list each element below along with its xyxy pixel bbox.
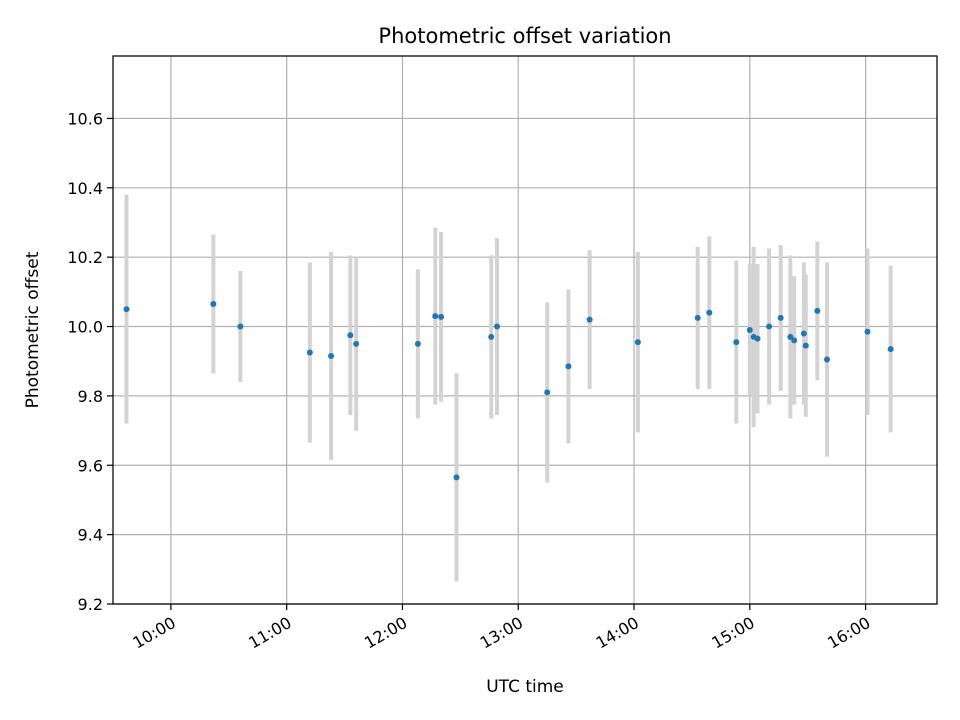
data-point	[766, 323, 773, 330]
y-tick-label: 10.0	[67, 318, 103, 337]
data-point	[565, 363, 572, 370]
data-point	[800, 330, 807, 337]
y-tick-label: 9.2	[78, 595, 103, 614]
data-point	[746, 327, 753, 333]
data-point	[787, 333, 794, 340]
data-point	[210, 300, 217, 307]
data-point	[791, 337, 798, 344]
data-point	[733, 339, 740, 346]
data-point	[438, 313, 445, 320]
y-tick-label: 10.6	[67, 109, 103, 128]
data-point	[694, 314, 701, 321]
data-point	[802, 342, 809, 349]
data-point	[586, 316, 593, 323]
data-point	[814, 307, 821, 314]
data-point	[706, 309, 713, 316]
y-tick-label: 10.4	[67, 179, 103, 198]
y-tick-label: 10.2	[67, 248, 103, 267]
x-axis-label: UTC time	[486, 677, 564, 697]
data-point	[353, 340, 360, 347]
data-point	[328, 353, 335, 360]
data-point	[864, 328, 871, 335]
data-point	[488, 333, 495, 340]
data-point	[432, 313, 439, 320]
data-point	[306, 349, 313, 356]
data-point	[237, 323, 244, 330]
data-point	[347, 332, 354, 339]
data-point	[544, 389, 551, 396]
data-points	[123, 300, 894, 481]
y-axis-ticks: 9.2 9.4 9.6 9.8 10.0 10.2 10.4 10.6	[67, 109, 113, 614]
plot-frame	[112, 55, 938, 605]
data-point	[634, 339, 641, 346]
data-point	[754, 335, 761, 342]
data-point	[887, 346, 894, 353]
y-tick-label: 9.8	[78, 387, 103, 406]
data-point	[453, 474, 460, 481]
y-tick-label: 9.4	[78, 526, 103, 545]
data-point	[123, 306, 130, 313]
data-point	[777, 314, 784, 321]
data-point	[414, 340, 421, 347]
chart-title: Photometric offset variation	[378, 24, 671, 48]
y-tick-label: 9.6	[78, 456, 103, 475]
y-axis-label: Photometric offset	[23, 251, 43, 408]
data-point	[824, 356, 831, 363]
data-point	[494, 323, 501, 330]
